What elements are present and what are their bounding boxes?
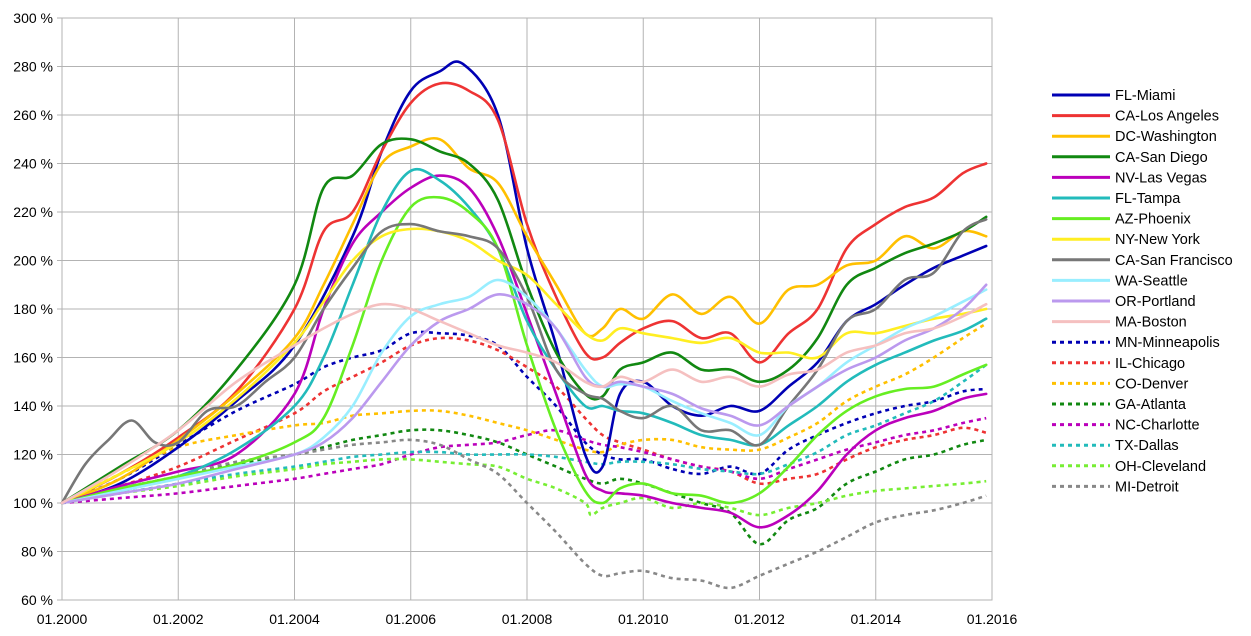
legend-label: CA-Los Angeles	[1115, 109, 1219, 125]
x-tick-label: 01.2000	[37, 611, 88, 627]
y-tick-label: 300 %	[13, 10, 53, 26]
legend-label: NY-New York	[1115, 232, 1201, 248]
series-line-az-phoenix	[60, 195, 988, 505]
legend: FL-Miami CA-Los Angeles DC-Washington CA-Sa…	[1052, 88, 1233, 495]
legend-label: CA-San Diego	[1115, 150, 1208, 166]
legend-label: TX-Dallas	[1115, 438, 1179, 454]
x-tick-label: 01.2012	[734, 611, 785, 627]
series-line-oh-cleveland	[61, 457, 987, 517]
series-line-fl-tampa	[60, 167, 988, 505]
series-line-mi-detroit	[61, 438, 987, 590]
series-line-ca-los-angeles	[60, 81, 988, 505]
y-tick-label: 200 %	[13, 253, 53, 269]
series-line-ga-atlanta	[61, 428, 987, 546]
series-line-ny-new-york	[60, 227, 988, 505]
series-line-il-chicago	[61, 336, 987, 505]
legend-label: FL-Miami	[1115, 88, 1175, 104]
series-lines	[60, 60, 988, 590]
legend-label: GA-Atlanta	[1115, 397, 1187, 413]
legend-label: MN-Minneapolis	[1115, 335, 1220, 351]
x-tick-label: 01.2014	[850, 611, 901, 627]
x-tick-label: 01.2002	[153, 611, 204, 627]
x-tick-label: 01.2016	[967, 611, 1018, 627]
y-tick-label: 180 %	[13, 301, 53, 317]
series-line-mn-minneapolis	[61, 330, 987, 505]
y-tick-label: 160 %	[13, 350, 53, 366]
y-tick-label: 240 %	[13, 156, 53, 172]
x-tick-label: 01.2004	[269, 611, 320, 627]
y-tick-label: 60 %	[21, 592, 53, 608]
legend-label: NV-Las Vegas	[1115, 170, 1207, 186]
legend-label: NC-Charlotte	[1115, 418, 1200, 434]
axes: 01.2000 01.2002 01.2004 01.2006 01.2008 01.20…	[13, 10, 1017, 627]
series-line-tx-dallas	[61, 363, 987, 505]
x-tick-label: 01.2008	[502, 611, 553, 627]
legend-label: CO-Denver	[1115, 376, 1188, 392]
legend-label: OR-Portland	[1115, 294, 1196, 310]
legend-label: MA-Boston	[1115, 315, 1187, 331]
series-line-ma-boston	[60, 302, 988, 505]
y-tick-label: 140 %	[13, 398, 53, 414]
series-line-wa-seattle	[60, 278, 988, 505]
legend-label: WA-Seattle	[1115, 273, 1188, 289]
legend-label: MI-Detroit	[1115, 479, 1179, 495]
y-tick-label: 120 %	[13, 447, 53, 463]
legend-label: CA-San Francisco	[1115, 253, 1233, 269]
legend-label: FL-Tampa	[1115, 191, 1181, 207]
y-tick-label: 100 %	[13, 495, 53, 511]
y-tick-label: 280 %	[13, 59, 53, 75]
y-tick-label: 220 %	[13, 204, 53, 220]
x-tick-label: 01.2006	[385, 611, 436, 627]
legend-label: DC-Washington	[1115, 129, 1217, 145]
y-tick-label: 260 %	[13, 107, 53, 123]
legend-label: AZ-Phoenix	[1115, 212, 1192, 228]
y-tick-label: 80 %	[21, 544, 53, 560]
x-tick-label: 01.2010	[618, 611, 669, 627]
series-line-co-denver	[61, 322, 987, 505]
legend-label: OH-Cleveland	[1115, 459, 1206, 475]
legend-label: IL-Chicago	[1115, 356, 1185, 372]
